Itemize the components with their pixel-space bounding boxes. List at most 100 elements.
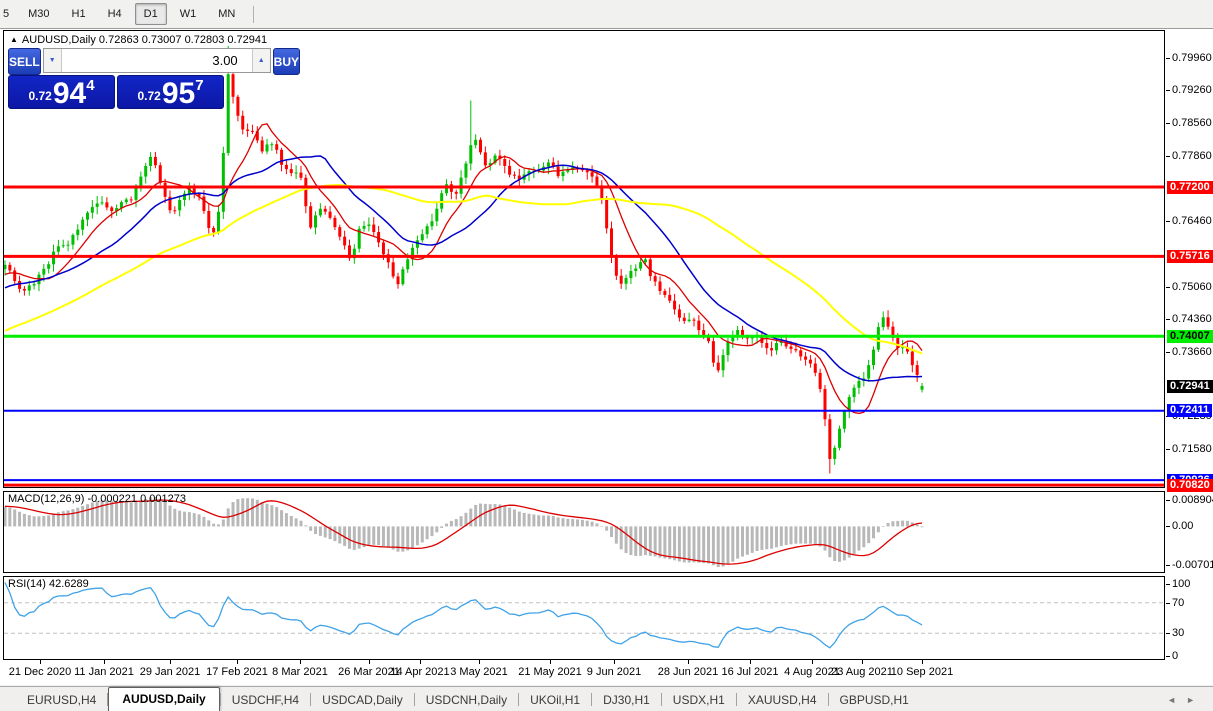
tab-separator (310, 693, 312, 706)
price-tick-mark (1166, 122, 1170, 124)
volume-input[interactable] (61, 49, 252, 72)
date-tick-mark (479, 660, 480, 664)
date-tick-mark (550, 660, 551, 664)
tab-USDCHF-H4[interactable]: USDCHF,H4 (231, 693, 300, 707)
buy-price-big: 95 (161, 77, 196, 110)
rsi-line (4, 582, 923, 649)
date-tick-mark (170, 660, 171, 664)
date-label: 3 May 2021 (450, 666, 508, 678)
sell-price-sup: 4 (86, 77, 95, 94)
timeframe-button-MN[interactable]: MN (218, 8, 236, 20)
date-tick-mark (420, 660, 421, 664)
volume-stepper: ▼ ▲ (42, 48, 271, 73)
timeframe-button-D1[interactable]: D1 (134, 3, 167, 25)
chart-title-text: AUDUSD,Daily 0.72863 0.73007 0.72803 0.7… (21, 34, 268, 46)
date-label: 4 Aug 2021 (784, 666, 840, 678)
timeframe-button-H1[interactable]: H1 (71, 8, 86, 20)
date-label: 17 Feb 2021 (206, 666, 268, 678)
date-label: 16 Jul 2021 (721, 666, 779, 678)
timeframe-button-W1[interactable]: W1 (179, 8, 197, 20)
volume-increase-button[interactable]: ▲ (251, 49, 270, 72)
rsi-tick-mark (1166, 633, 1170, 635)
timeframe-button-5[interactable]: 5 (3, 8, 10, 20)
macd-axis-label: 0.00 (1172, 520, 1194, 533)
date-label: 10 Sep 2021 (890, 666, 954, 678)
buy-price-sup: 7 (195, 77, 204, 94)
price-tick-mark (1166, 351, 1170, 353)
price-tick-label: 0.71580 (1172, 443, 1212, 456)
sell-button[interactable]: SELL (8, 48, 41, 75)
volume-decrease-button[interactable]: ▼ (43, 49, 62, 72)
tab-USDCAD-Daily[interactable]: USDCAD,Daily (322, 693, 403, 707)
rsi-label: RSI(14) 42.6289 (8, 578, 89, 590)
price-tick-mark (1166, 449, 1170, 451)
tab-GBPUSD-H1[interactable]: GBPUSD,H1 (839, 693, 909, 707)
price-tick-label: 0.76460 (1172, 215, 1212, 228)
tab-UKOil-H1[interactable]: UKOil,H1 (530, 693, 581, 707)
slow-ma (4, 184, 923, 355)
chart-title: ▲ AUDUSD,Daily 0.72863 0.73007 0.72803 0.… (10, 34, 267, 46)
rsi-chart (4, 582, 1164, 649)
sell-price-box[interactable]: 0.72 94 4 (8, 75, 115, 109)
price-level-label: 0.74007 (1167, 329, 1213, 343)
date-label: 29 Jan 2021 (139, 666, 201, 678)
buy-price-prefix: 0.72 (137, 89, 161, 103)
macd-axis-label: -0.007013 (1172, 559, 1213, 571)
price-tick-mark (1166, 319, 1170, 321)
rsi-tick-mark (1166, 602, 1170, 604)
date-tick-mark (237, 660, 238, 664)
sell-price-big: 94 (52, 77, 87, 110)
buy-price-box[interactable]: 0.72 95 7 (117, 75, 224, 109)
date-label: 9 Jun 2021 (586, 666, 642, 678)
date-tick-mark (614, 660, 615, 664)
tab-separator (735, 693, 737, 706)
price-tick-label: 0.75060 (1172, 280, 1212, 293)
tab-separator (827, 693, 829, 706)
macd-tick-mark (1166, 565, 1170, 566)
collapse-arrow-icon[interactable]: ▲ (10, 35, 18, 44)
rsi-tick-mark (1166, 584, 1170, 585)
tab-USDX-H1[interactable]: USDX,H1 (672, 693, 725, 707)
timeframe-button-H4[interactable]: H4 (107, 8, 122, 20)
tab-AUDUSD-Daily[interactable]: AUDUSD,Daily (108, 687, 220, 711)
macd-label: MACD(12,26,9) -0.000221 0.001273 (8, 493, 186, 505)
chart-tab-bar: ◄► EURUSD,H4 AUDUSD,Daily USDCHF,H4 USDCAD,… (0, 686, 1213, 711)
date-label: 11 Jan 2021 (74, 666, 134, 678)
scroll-left-icon[interactable]: ◄ (1167, 695, 1187, 705)
date-tick-mark (40, 660, 41, 664)
price-tick-mark (1166, 155, 1170, 157)
date-label: 8 Mar 2021 (272, 666, 328, 678)
date-tick-mark (922, 660, 923, 664)
date-label: 14 Apr 2021 (390, 666, 450, 678)
macd-tick-mark (1166, 500, 1170, 501)
macd-panel: MACD(12,26,9) -0.000221 0.001273 (3, 491, 1165, 573)
timeframe-button-M30[interactable]: M30 (28, 8, 50, 20)
price-tick-label: 0.74360 (1172, 313, 1212, 326)
tab-scroll-buttons: ◄► (1167, 695, 1205, 705)
price-tick-label: 0.79260 (1172, 84, 1212, 97)
rsi-axis-label: 100 (1172, 578, 1191, 590)
main-chart-panel: ▲ AUDUSD,Daily 0.72863 0.73007 0.72803 0.… (3, 30, 1165, 488)
price-level-label: 0.72411 (1167, 404, 1213, 418)
tab-DJ30-H1[interactable]: DJ30,H1 (603, 693, 650, 707)
date-label: 21 May 2021 (518, 666, 582, 678)
tab-USDCNH-Daily[interactable]: USDCNH,Daily (425, 693, 508, 707)
tab-EURUSD-H4[interactable]: EURUSD,H4 (27, 693, 97, 707)
rsi-tick-mark (1166, 656, 1170, 657)
tab-XAUUSD-H4[interactable]: XAUUSD,H4 (747, 693, 817, 707)
scroll-right-icon[interactable]: ► (1186, 695, 1205, 705)
tab-separator (413, 693, 415, 706)
date-tick-mark (750, 660, 751, 664)
chart-window: ▲ AUDUSD,Daily 0.72863 0.73007 0.72803 0.… (0, 29, 1213, 685)
tab-separator (591, 693, 593, 706)
spin-up-icon: ▲ (257, 57, 265, 64)
price-tick-label: 0.79960 (1172, 51, 1212, 64)
tab-separator (219, 693, 221, 706)
buy-button[interactable]: BUY (272, 48, 301, 75)
date-label: 28 Jun 2021 (657, 666, 719, 678)
rsi-panel: RSI(14) 42.6289 (3, 576, 1165, 660)
toolbar-separator (253, 5, 255, 23)
time-axis: 21 Dec 2020 11 Jan 2021 29 Jan 2021 17 Feb … (3, 660, 1165, 684)
